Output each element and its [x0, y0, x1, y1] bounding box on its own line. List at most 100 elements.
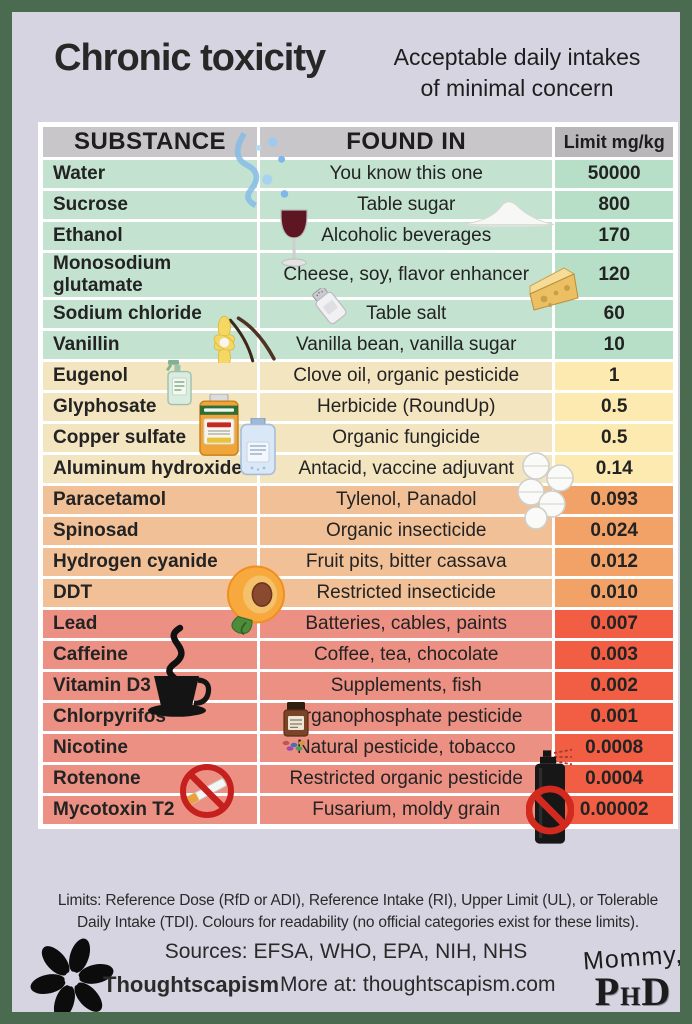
- substance-cell: Nicotine: [43, 734, 258, 762]
- table-row: Spinosad Organic insecticide 0.024: [43, 517, 673, 545]
- found-in-cell: Cheese, soy, flavor enhancer: [260, 253, 553, 297]
- substance-cell: DDT: [43, 579, 258, 607]
- table-row: Monosodium glutamate Cheese, soy, flavor …: [43, 253, 673, 297]
- table-row: Vitamin D3 Supplements, fish 0.002: [43, 672, 673, 700]
- subtitle-line2: of minimal concern: [420, 75, 614, 102]
- limit-cell: 0.007: [555, 610, 673, 638]
- table-row: Ethanol Alcoholic beverages 170: [43, 222, 673, 250]
- limit-cell: 10: [555, 331, 673, 359]
- found-in-cell: Clove oil, organic pesticide: [260, 362, 553, 390]
- toxicity-table-body: Water You know this one 50000 Sucrose Table …: [43, 160, 673, 824]
- found-in-cell: Restricted insecticide: [260, 579, 553, 607]
- table-row: Mycotoxin T2 Fusarium, moldy grain 0.00002: [43, 796, 673, 824]
- found-in-cell: Organic insecticide: [260, 517, 553, 545]
- substance-cell: Chlorpyrifos: [43, 703, 258, 731]
- substance-cell: Water: [43, 160, 258, 188]
- header-found-in: FOUND IN: [260, 127, 553, 157]
- substance-cell: Rotenone: [43, 765, 258, 793]
- substance-cell: Ethanol: [43, 222, 258, 250]
- page-title: Chronic toxicity: [54, 37, 326, 79]
- substance-cell: Glyphosate: [43, 393, 258, 421]
- substance-cell: Hydrogen cyanide: [43, 548, 258, 576]
- found-in-cell: Vanilla bean, vanilla sugar: [260, 331, 553, 359]
- limit-cell: 0.0004: [555, 765, 673, 793]
- limit-cell: 0.0008: [555, 734, 673, 762]
- table-row: Vanillin Vanilla bean, vanilla sugar 10: [43, 331, 673, 359]
- found-in-cell: Tylenol, Panadol: [260, 486, 553, 514]
- found-in-cell: Batteries, cables, paints: [260, 610, 553, 638]
- limit-cell: 0.14: [555, 455, 673, 483]
- limit-cell: 120: [555, 253, 673, 297]
- table-header-row: SUBSTANCE FOUND IN Limit mg/kg: [43, 127, 673, 157]
- substance-cell: Eugenol: [43, 362, 258, 390]
- table-row: Water You know this one 50000: [43, 160, 673, 188]
- substance-cell: Mycotoxin T2: [43, 796, 258, 824]
- table-row: Nicotine Natural pesticide, tobacco 0.0008: [43, 734, 673, 762]
- found-in-cell: Organophosphate pesticide: [260, 703, 553, 731]
- found-in-cell: Natural pesticide, tobacco: [260, 734, 553, 762]
- found-in-cell: Herbicide (RoundUp): [260, 393, 553, 421]
- limits-note: Limits: Reference Dose (RfD or ADI), Ref…: [40, 890, 676, 933]
- limit-cell: 800: [555, 191, 673, 219]
- limit-cell: 0.001: [555, 703, 673, 731]
- limit-cell: 1: [555, 362, 673, 390]
- substance-cell: Aluminum hydroxide: [43, 455, 258, 483]
- found-in-cell: Coffee, tea, chocolate: [260, 641, 553, 669]
- substance-cell: Sucrose: [43, 191, 258, 219]
- substance-cell: Spinosad: [43, 517, 258, 545]
- found-in-cell: Fusarium, moldy grain: [260, 796, 553, 824]
- table-row: Paracetamol Tylenol, Panadol 0.093: [43, 486, 673, 514]
- limit-cell: 0.5: [555, 424, 673, 452]
- substance-cell: Caffeine: [43, 641, 258, 669]
- substance-cell: Paracetamol: [43, 486, 258, 514]
- limit-cell: 0.003: [555, 641, 673, 669]
- mommy-phd-logo: Mommy, PHD: [568, 941, 680, 1014]
- found-in-cell: Table salt: [260, 300, 553, 328]
- limit-cell: 0.5: [555, 393, 673, 421]
- table-row: Eugenol Clove oil, organic pesticide 1: [43, 362, 673, 390]
- table-row: Glyphosate Herbicide (RoundUp) 0.5: [43, 393, 673, 421]
- header-substance: SUBSTANCE: [43, 127, 258, 157]
- found-in-cell: Fruit pits, bitter cassava: [260, 548, 553, 576]
- substance-cell: Vanillin: [43, 331, 258, 359]
- table-row: Chlorpyrifos Organophosphate pesticide 0.0…: [43, 703, 673, 731]
- found-in-cell: Organic fungicide: [260, 424, 553, 452]
- mommy-text: Mommy,: [582, 940, 684, 976]
- page-subtitle: Acceptable daily intakes of minimal conc…: [364, 42, 670, 104]
- header-limit: Limit mg/kg: [555, 127, 673, 157]
- more-at-text: More at: thoughtscapism.com: [280, 973, 556, 996]
- limit-cell: 0.010: [555, 579, 673, 607]
- table-row: Hydrogen cyanide Fruit pits, bitter cassa…: [43, 548, 673, 576]
- table-row: Lead Batteries, cables, paints 0.007: [43, 610, 673, 638]
- limit-cell: 0.002: [555, 672, 673, 700]
- substance-cell: Lead: [43, 610, 258, 638]
- limit-cell: 60: [555, 300, 673, 328]
- found-in-cell: Restricted organic pesticide: [260, 765, 553, 793]
- substance-cell: Monosodium glutamate: [43, 253, 258, 297]
- flower-logo-icon: [24, 932, 120, 1012]
- found-in-cell: Table sugar: [260, 191, 553, 219]
- found-in-cell: Antacid, vaccine adjuvant: [260, 455, 553, 483]
- substance-cell: Copper sulfate: [43, 424, 258, 452]
- toxicity-table: SUBSTANCE FOUND IN Limit mg/kg Water You …: [38, 122, 678, 829]
- limit-cell: 0.093: [555, 486, 673, 514]
- limits-note-line2: Daily Intake (TDI). Colours for readabil…: [77, 913, 639, 931]
- table-row: Aluminum hydroxide Antacid, vaccine adjuv…: [43, 455, 673, 483]
- table-row: DDT Restricted insecticide 0.010: [43, 579, 673, 607]
- limit-cell: 0.012: [555, 548, 673, 576]
- sources-text: Sources: EFSA, WHO, EPA, NIH, NHS: [164, 940, 528, 963]
- brand-thoughtscapism: Thoughtscapism: [103, 972, 280, 997]
- substance-cell: Sodium chloride: [43, 300, 258, 328]
- table-row: Sodium chloride Table salt 60: [43, 300, 673, 328]
- table-row: Sucrose Table sugar 800: [43, 191, 673, 219]
- limit-cell: 50000: [555, 160, 673, 188]
- phd-text: PHD: [594, 969, 672, 1014]
- subtitle-line1: Acceptable daily intakes: [393, 44, 641, 70]
- found-in-cell: You know this one: [260, 160, 553, 188]
- found-in-cell: Supplements, fish: [260, 672, 553, 700]
- limit-cell: 170: [555, 222, 673, 250]
- limit-cell: 0.024: [555, 517, 673, 545]
- substance-cell: Vitamin D3: [43, 672, 258, 700]
- table-row: Rotenone Restricted organic pesticide 0.00…: [43, 765, 673, 793]
